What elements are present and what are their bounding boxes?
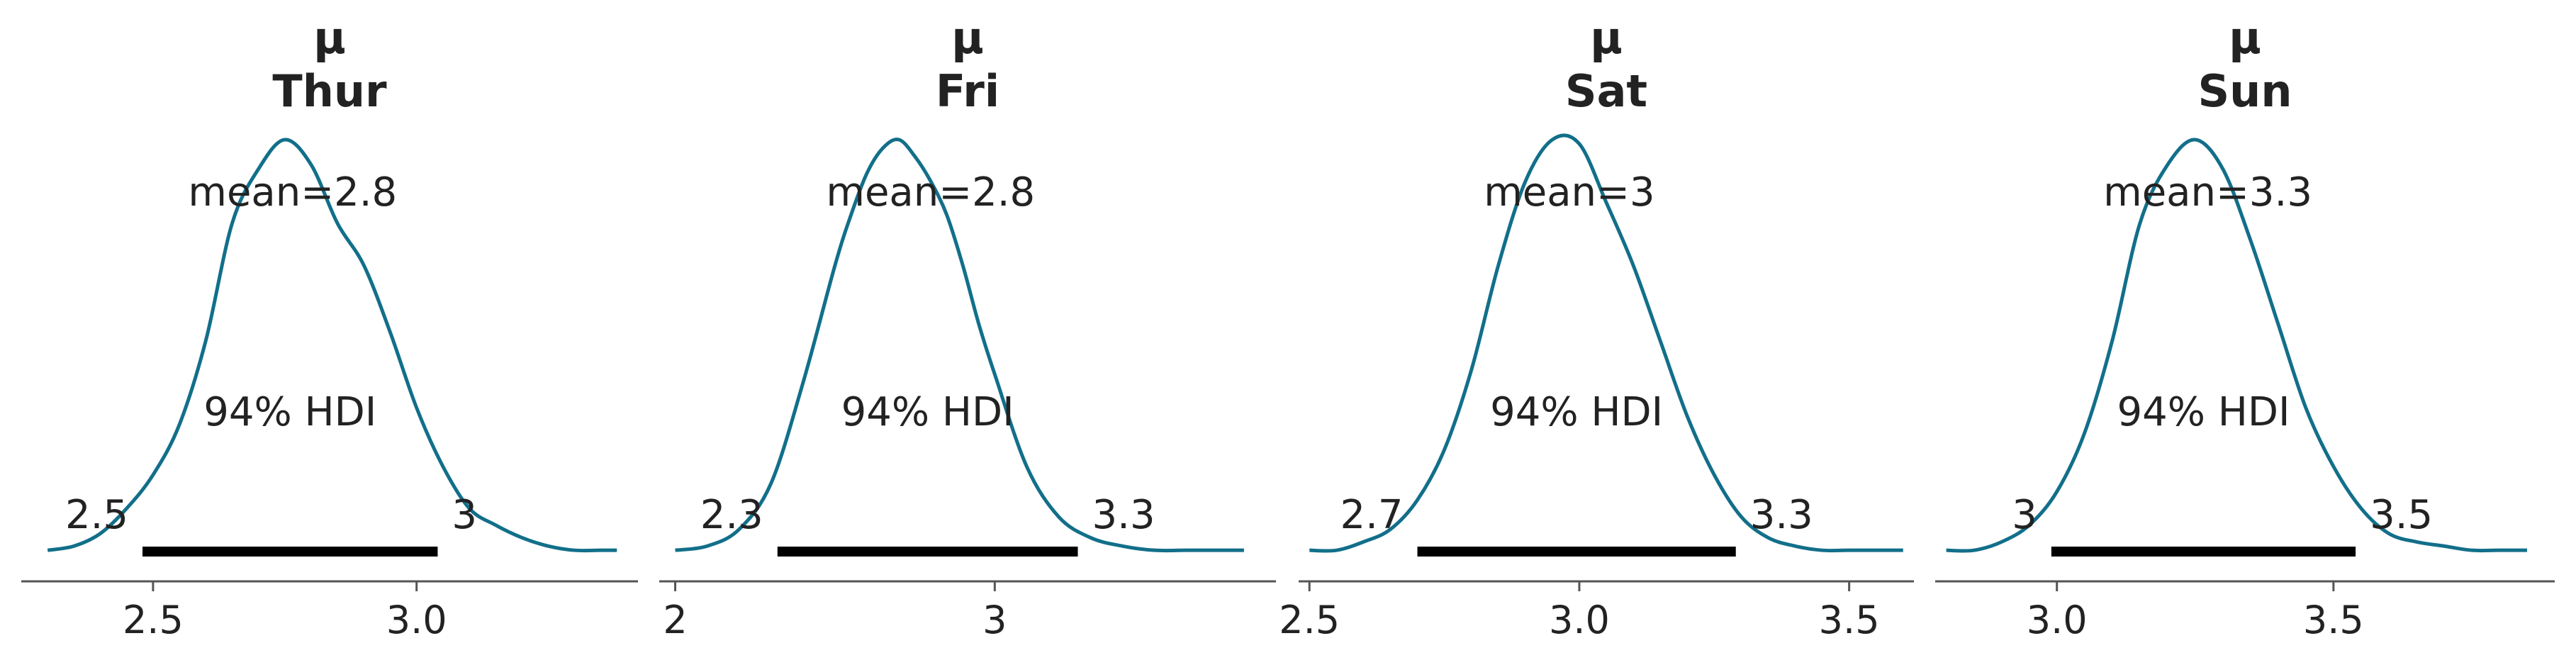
- x-tick-label: 3.5: [1819, 598, 1880, 642]
- density-curve: [1309, 133, 1903, 553]
- hdi-low-label: 2.7: [1340, 492, 1403, 538]
- panel-title-day: Sat: [1565, 65, 1647, 117]
- hdi-low-label: 3: [2012, 492, 2037, 538]
- panel-title-day: Fri: [936, 65, 999, 117]
- density-curve: [1946, 138, 2527, 553]
- mean-label: mean=2.8: [826, 169, 1035, 216]
- hdi-label: 94% HDI: [203, 389, 376, 435]
- density-curve: [47, 138, 617, 553]
- x-tick-label: 3.5: [2303, 598, 2364, 642]
- hdi-label: 94% HDI: [2117, 389, 2290, 435]
- hdi-label: 94% HDI: [841, 389, 1014, 435]
- hdi-label: 94% HDI: [1490, 389, 1663, 435]
- density-curve: [675, 138, 1244, 553]
- hdi-high-label: 3.3: [1092, 492, 1155, 538]
- x-tick-label: 3: [982, 598, 1007, 642]
- hdi-low-label: 2.3: [700, 492, 763, 538]
- x-tick-label: 3.0: [2027, 598, 2088, 642]
- mean-label: mean=3.3: [2103, 169, 2312, 216]
- hdi-low-label: 2.5: [65, 492, 128, 538]
- hdi-high-label: 3: [452, 492, 477, 538]
- x-tick-label: 2.5: [123, 598, 184, 642]
- panel-title-parameter: μ: [951, 12, 984, 64]
- x-tick-label: 2: [663, 598, 687, 642]
- panel-title-day: Thur: [272, 65, 387, 117]
- x-tick-label: 3.0: [1549, 598, 1610, 642]
- panel-title-day: Sun: [2198, 65, 2292, 117]
- panel-title-parameter: μ: [313, 12, 346, 64]
- hdi-high-label: 3.5: [2370, 492, 2433, 538]
- x-tick-label: 3.0: [386, 598, 447, 642]
- panel-title-parameter: μ: [1590, 12, 1623, 64]
- mean-label: mean=2.8: [188, 169, 397, 216]
- hdi-high-label: 3.3: [1750, 492, 1813, 538]
- mean-label: mean=3: [1484, 169, 1654, 216]
- x-tick-label: 2.5: [1279, 598, 1340, 642]
- panel-title-parameter: μ: [2229, 12, 2261, 64]
